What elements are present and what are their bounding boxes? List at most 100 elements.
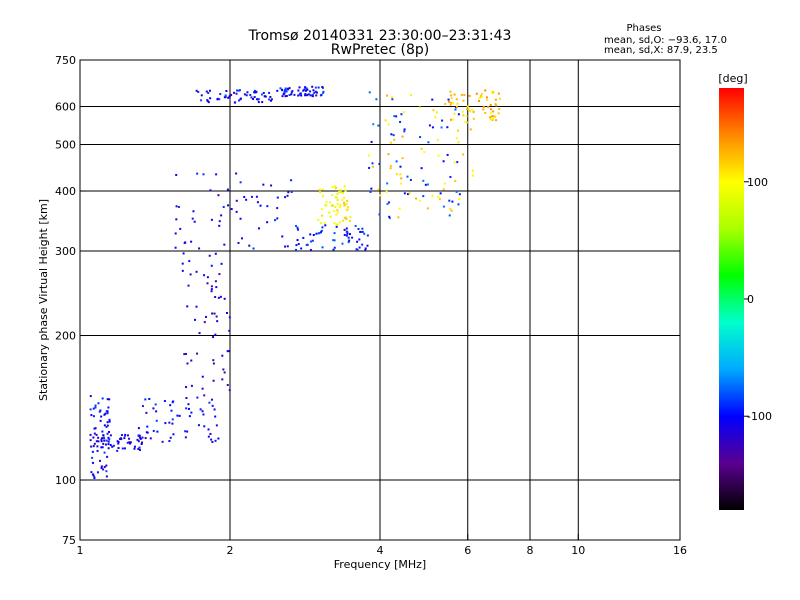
- data-point: [228, 389, 231, 392]
- data-point: [196, 352, 199, 355]
- data-point: [290, 190, 293, 193]
- data-point: [420, 147, 423, 150]
- data-point: [250, 195, 253, 198]
- data-point: [152, 407, 155, 410]
- data-point: [457, 203, 460, 206]
- data-point: [214, 439, 217, 442]
- data-point: [346, 208, 349, 211]
- data-point: [371, 162, 374, 165]
- data-point: [449, 175, 452, 178]
- data-point: [214, 295, 217, 298]
- data-point: [457, 113, 460, 116]
- data-point: [336, 199, 339, 202]
- data-point: [187, 284, 190, 287]
- data-point: [406, 175, 409, 178]
- data-point: [306, 94, 309, 97]
- data-point: [249, 93, 252, 96]
- data-point: [205, 90, 208, 93]
- data-point: [239, 181, 242, 184]
- data-point: [133, 447, 136, 450]
- data-point: [372, 123, 375, 126]
- data-point: [366, 244, 369, 247]
- data-point: [320, 208, 323, 211]
- data-point: [386, 182, 389, 185]
- data-point: [102, 442, 105, 445]
- data-point: [363, 232, 366, 235]
- data-point: [304, 93, 307, 96]
- data-point: [391, 96, 394, 99]
- data-point: [317, 232, 320, 235]
- data-point: [137, 427, 140, 430]
- data-point: [209, 189, 212, 192]
- data-point: [183, 353, 186, 356]
- data-point: [341, 242, 344, 245]
- data-point: [233, 91, 236, 94]
- data-point: [423, 151, 426, 154]
- data-point: [325, 201, 328, 204]
- data-point: [340, 191, 343, 194]
- data-point: [336, 209, 339, 212]
- data-point: [107, 436, 110, 439]
- data-point: [334, 196, 337, 199]
- data-point: [190, 411, 193, 414]
- data-point: [93, 432, 96, 435]
- colorbar-tick-label: 100: [747, 176, 768, 189]
- data-point: [117, 447, 120, 450]
- data-point: [345, 216, 348, 219]
- data-point: [448, 214, 451, 217]
- data-point: [469, 128, 472, 131]
- data-point: [106, 412, 109, 415]
- data-point: [128, 442, 131, 445]
- data-point: [297, 94, 300, 97]
- x-tick-label: 6: [464, 544, 471, 557]
- data-point: [384, 119, 387, 122]
- data-point: [306, 88, 309, 91]
- data-point: [407, 193, 410, 196]
- data-point: [458, 197, 461, 200]
- data-point: [215, 424, 218, 427]
- data-point: [348, 239, 351, 242]
- data-point: [212, 336, 215, 339]
- data-point: [343, 204, 346, 207]
- data-point: [377, 188, 380, 191]
- data-point: [371, 165, 374, 168]
- data-point: [284, 245, 287, 248]
- data-point: [283, 91, 286, 94]
- data-point: [343, 216, 346, 219]
- data-point: [436, 138, 439, 141]
- data-point: [284, 89, 287, 92]
- data-point: [358, 246, 361, 249]
- data-point: [437, 154, 440, 157]
- data-point: [227, 350, 230, 353]
- data-point: [103, 424, 106, 427]
- data-point: [298, 93, 301, 96]
- data-point: [453, 93, 456, 96]
- data-point: [140, 441, 143, 444]
- y-tick-label: 600: [55, 101, 76, 114]
- data-point: [313, 91, 316, 94]
- data-point: [294, 224, 297, 227]
- data-point: [175, 173, 178, 176]
- data-point: [220, 262, 223, 265]
- data-point: [439, 192, 442, 195]
- data-point: [93, 477, 96, 480]
- data-point: [235, 92, 238, 95]
- data-point: [137, 440, 140, 443]
- data-point: [105, 439, 108, 442]
- data-point: [106, 421, 109, 424]
- data-point: [457, 129, 460, 132]
- data-point: [453, 161, 456, 164]
- data-point: [140, 442, 143, 445]
- data-point: [253, 96, 256, 99]
- data-point: [334, 206, 337, 209]
- data-point: [295, 248, 298, 251]
- data-point: [454, 108, 457, 111]
- data-point: [298, 86, 301, 89]
- data-point: [169, 404, 172, 407]
- data-point: [245, 198, 248, 201]
- data-point: [207, 428, 210, 431]
- data-point: [170, 409, 173, 412]
- data-point: [91, 456, 94, 459]
- data-point: [337, 211, 340, 214]
- data-point: [139, 437, 142, 440]
